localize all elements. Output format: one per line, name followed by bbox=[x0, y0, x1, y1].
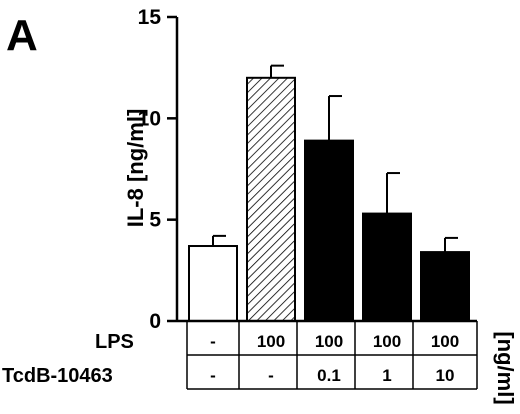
table-row-label: LPS bbox=[95, 331, 134, 353]
table-cell: 100 bbox=[431, 332, 459, 351]
y-tick-label: 0 bbox=[149, 310, 161, 333]
table-cell: 100 bbox=[315, 332, 343, 351]
table-cell: 0.1 bbox=[317, 366, 341, 385]
table-cell: 10 bbox=[436, 366, 455, 385]
bar bbox=[420, 251, 470, 323]
table-cell: 1 bbox=[382, 366, 391, 385]
unit-label: [ng/ml] bbox=[493, 331, 518, 404]
y-tick-label: 15 bbox=[138, 6, 162, 29]
y-tick-label: 10 bbox=[138, 107, 161, 130]
table-cell: - bbox=[210, 366, 216, 385]
bar bbox=[304, 139, 354, 322]
table-cell: 100 bbox=[257, 332, 285, 351]
bar bbox=[362, 212, 412, 322]
table-cell: - bbox=[210, 332, 216, 351]
table-cell: 100 bbox=[373, 332, 401, 351]
y-tick-label: 5 bbox=[149, 209, 161, 232]
table-cell: - bbox=[268, 366, 274, 385]
panel-label: A bbox=[6, 11, 38, 60]
bar bbox=[246, 76, 296, 322]
bar bbox=[188, 245, 238, 322]
table-row-label: TcdB-10463 bbox=[2, 365, 113, 387]
y-axis-label: IL-8 [ng/ml] bbox=[123, 109, 148, 228]
